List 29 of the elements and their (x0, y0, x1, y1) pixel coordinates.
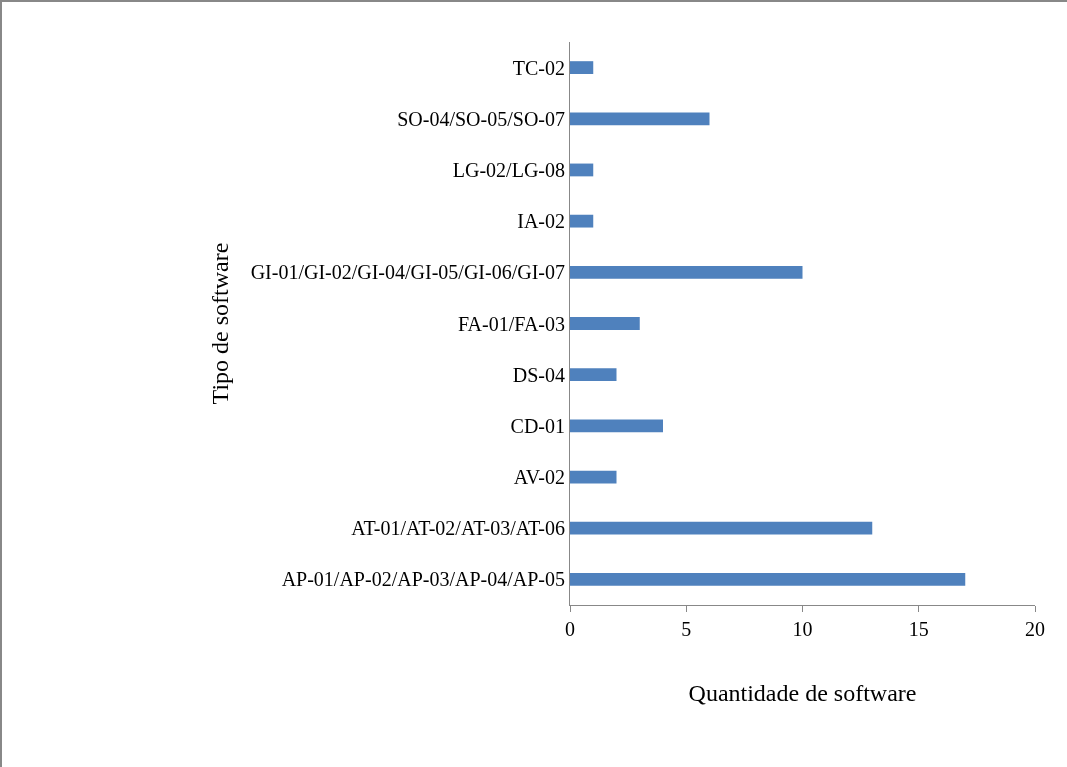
bar (570, 521, 873, 535)
y-tick-label: SO-04/SO-05/SO-07 (397, 107, 565, 130)
y-tick-label: GI-01/GI-02/GI-04/GI-05/GI-06/GI-07 (250, 261, 565, 284)
x-tick-label: 15 (908, 618, 929, 640)
y-axis-title: Tipo de software (206, 242, 233, 405)
bar (570, 470, 617, 484)
y-tick-label: AP-01/AP-02/AP-03/AP-04/AP-05 (281, 568, 565, 591)
y-tick-label: AT-01/AT-02/AT-03/AT-06 (351, 517, 565, 540)
y-tick-label: LG-02/LG-08 (452, 158, 565, 181)
y-tick-label: AV-02 (513, 466, 565, 489)
x-tick-label: 5 (681, 618, 692, 640)
bar (570, 265, 803, 279)
bar (570, 419, 663, 433)
bar (570, 368, 617, 382)
bar (570, 112, 710, 126)
y-tick-label: CD-01 (510, 414, 565, 437)
y-tick-label: DS-04 (512, 363, 565, 386)
y-tick-label: FA-01/FA-03 (457, 312, 565, 335)
bar (570, 214, 594, 228)
bar (570, 573, 966, 586)
bar (570, 317, 640, 330)
y-tick-label: TC-02 (512, 56, 565, 79)
bar (570, 61, 594, 74)
y-tick-label: IA-02 (517, 210, 565, 233)
x-axis-title: Quantidade de software (688, 680, 917, 707)
x-tick-label: 10 (792, 618, 813, 640)
x-tick-label: 20 (1025, 618, 1045, 640)
x-tick-label: 0 (565, 618, 575, 640)
bar (570, 163, 594, 177)
